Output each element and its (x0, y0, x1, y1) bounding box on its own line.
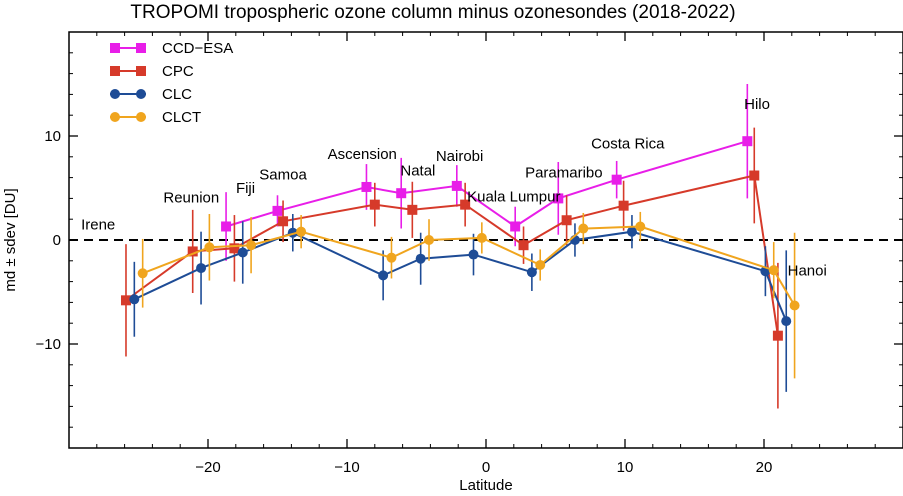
station-label: Paramaribo (525, 165, 603, 182)
station-label: Irene (81, 217, 115, 234)
data-point (407, 204, 418, 215)
data-point (221, 221, 232, 232)
station-label: Fiji (236, 180, 255, 197)
legend-label: CLCT (162, 109, 201, 126)
legend-label: CLC (162, 86, 192, 103)
legend-marker (136, 89, 146, 99)
legend-marker (110, 112, 120, 122)
data-point (618, 200, 629, 211)
data-point (120, 295, 131, 306)
data-point (635, 221, 646, 232)
x-tick-label: 20 (756, 459, 773, 476)
x-tick-label: 0 (482, 459, 490, 476)
series-0 (221, 84, 753, 261)
station-label: Kuala Lumpur (467, 189, 560, 206)
data-point (229, 243, 240, 254)
data-point (781, 316, 792, 327)
data-point (415, 253, 426, 264)
series-line (133, 230, 788, 322)
data-point (129, 294, 140, 305)
data-point (278, 216, 289, 227)
data-point (749, 170, 760, 181)
x-tick-label: −10 (334, 459, 359, 476)
data-point (518, 240, 529, 251)
data-point (578, 223, 589, 234)
series-line (142, 225, 796, 307)
series-3 (137, 211, 800, 379)
data-point (272, 205, 283, 216)
data-point (396, 188, 407, 199)
data-point (789, 300, 800, 311)
data-point (611, 174, 622, 185)
station-label: Nairobi (436, 148, 484, 165)
data-point (204, 242, 215, 253)
x-axis-label: Latitude (459, 477, 512, 494)
y-axis-label: md ± sdev [DU] (2, 188, 19, 291)
data-point (451, 180, 462, 191)
y-tick-label: −10 (36, 336, 61, 353)
data-point (626, 226, 637, 237)
data-point (378, 270, 389, 281)
data-point (742, 136, 753, 147)
legend-marker (110, 89, 120, 99)
legend-marker (110, 43, 120, 53)
legend-marker (136, 43, 146, 53)
data-point (246, 240, 257, 251)
data-point (196, 263, 207, 274)
station-label: Ascension (328, 146, 397, 163)
series-layer (120, 84, 800, 409)
x-tick-label: 10 (617, 459, 634, 476)
data-point (369, 199, 380, 210)
data-point (424, 235, 435, 245)
y-tick-label: 10 (44, 128, 61, 145)
legend: CCD−ESA CPC CLC CLCT (110, 40, 233, 126)
data-point (468, 249, 479, 260)
data-point (187, 246, 198, 257)
legend-label: CPC (162, 63, 194, 80)
station-label: Natal (400, 163, 435, 180)
station-label: Hilo (744, 96, 770, 113)
legend-marker (110, 66, 120, 76)
data-point (476, 232, 487, 243)
data-point (237, 247, 248, 258)
station-label: Reunion (163, 190, 219, 207)
legend-marker (136, 66, 146, 76)
data-point (137, 268, 148, 279)
data-point (535, 259, 546, 270)
series-line (225, 140, 748, 228)
data-point (553, 193, 564, 204)
data-point (386, 252, 397, 263)
series-2 (129, 214, 792, 392)
chart-title: TROPOMI tropospheric ozone column minus … (130, 2, 735, 23)
data-point (510, 221, 521, 232)
data-point (561, 215, 572, 226)
data-point (768, 265, 779, 276)
y-tick-label: 0 (53, 232, 61, 249)
data-point (296, 226, 307, 237)
legend-label: CCD−ESA (162, 40, 233, 57)
data-point (460, 199, 471, 210)
station-label: Samoa (259, 167, 307, 184)
data-point (361, 181, 372, 192)
x-tick-label: −20 (195, 459, 220, 476)
series-1 (120, 127, 783, 409)
station-label: Hanoi (788, 262, 827, 279)
station-label: Costa Rica (591, 135, 665, 152)
series-line (125, 174, 779, 336)
data-point (526, 267, 537, 278)
legend-marker (136, 112, 146, 122)
data-point (772, 330, 783, 341)
axes: −20 −10 0 10 20 −10 0 10 (36, 32, 903, 476)
